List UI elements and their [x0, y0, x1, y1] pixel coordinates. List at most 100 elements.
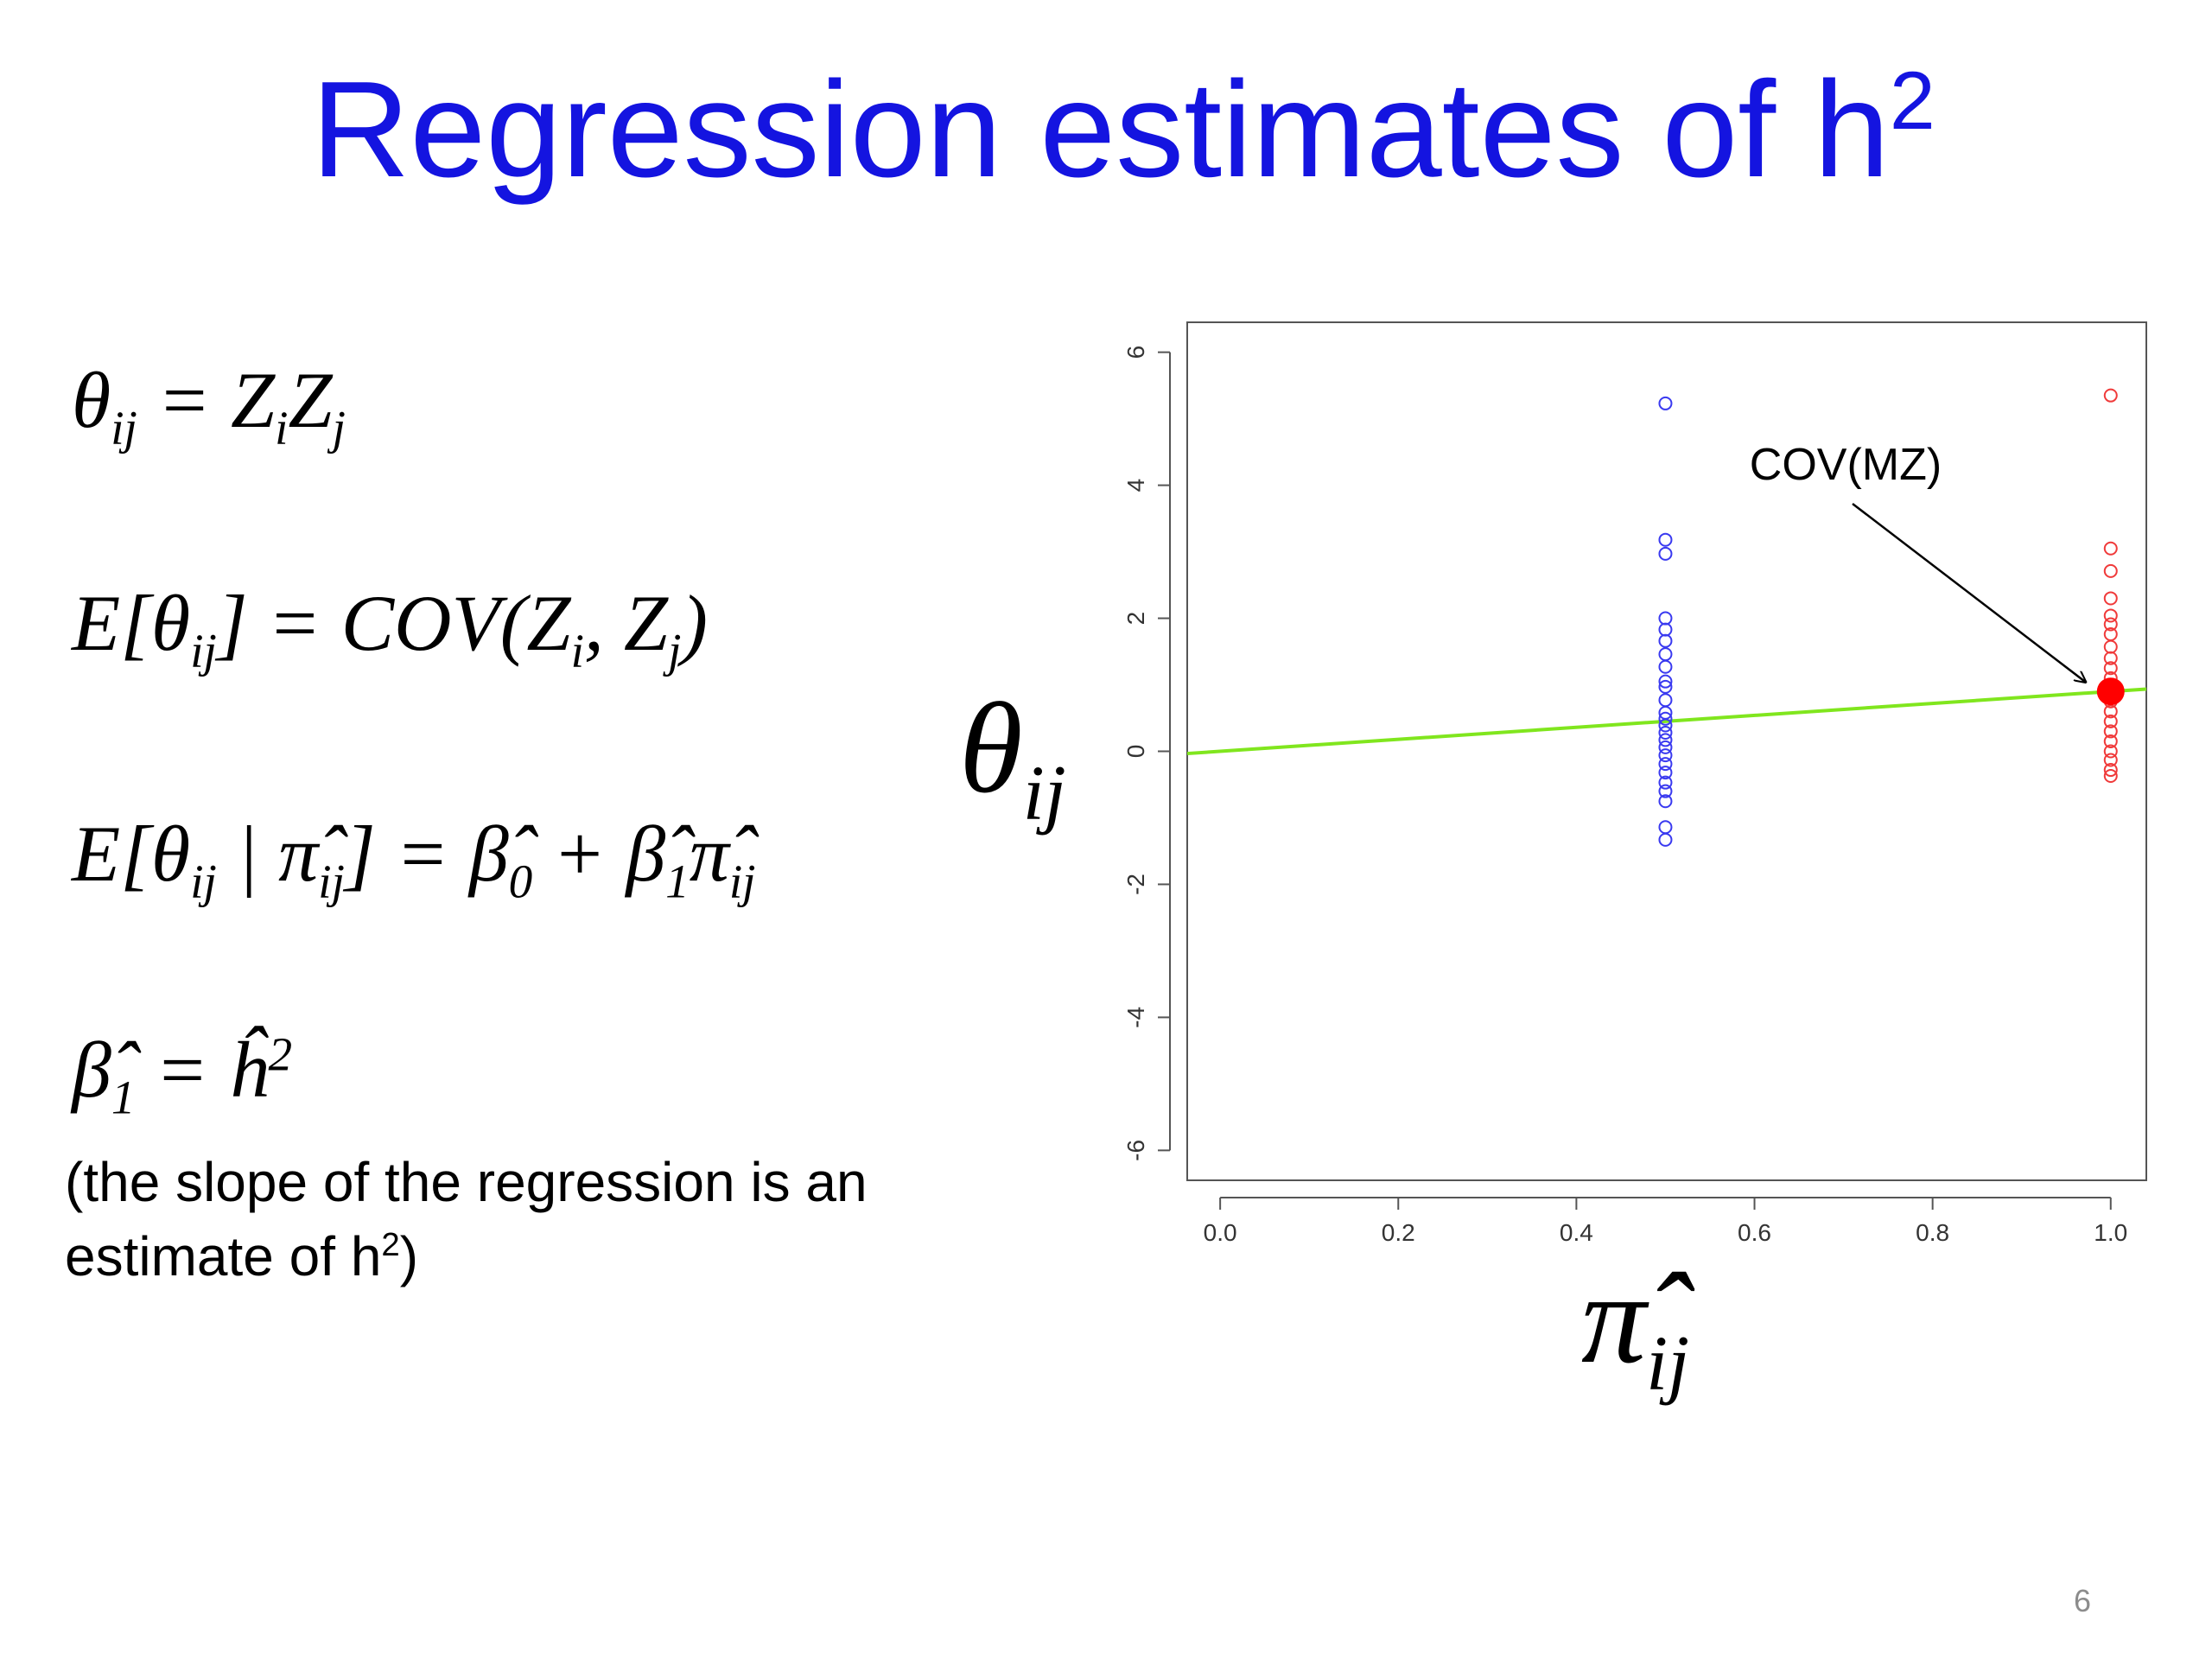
y-tick-label: 2 [1122, 612, 1149, 626]
x-tick-label: 1.0 [2094, 1219, 2127, 1246]
text-run: | π̂ [216, 810, 319, 898]
data-point [2103, 744, 2118, 759]
text-run: ) [399, 1225, 419, 1287]
subscript: 1 [665, 855, 690, 908]
text-run: β̂ [72, 1026, 111, 1114]
note: (the slope of the regression is an estim… [65, 1145, 929, 1294]
data-point [2103, 541, 2118, 556]
x-tick-label: 0.8 [1916, 1219, 1949, 1246]
page-number: 6 [2074, 1583, 2092, 1618]
subscript: i [275, 401, 289, 454]
data-point [1658, 532, 1673, 547]
data-point [2103, 734, 2118, 748]
equation: E[θij | π̂ij] = β̂0 + β̂1π̂ij [72, 808, 756, 905]
x-tick-label: 0.6 [1738, 1219, 1771, 1246]
x-tick-label: 0.0 [1204, 1219, 1237, 1246]
y-tick-label: -2 [1122, 874, 1149, 895]
x-tick-label: 0.4 [1560, 1219, 1593, 1246]
data-point [1658, 693, 1673, 708]
data-point [2103, 704, 2118, 719]
text-run: E[θ [72, 810, 191, 898]
data-point [1658, 757, 1673, 772]
equation: θij = ZiZj [72, 354, 346, 451]
data-point [1658, 794, 1673, 809]
data-point [2103, 608, 2118, 623]
data-point [2103, 651, 2118, 665]
data-point [1658, 546, 1673, 561]
data-point [2103, 753, 2118, 767]
text-run: ] = COV(Z [216, 579, 571, 667]
data-point [1658, 711, 1673, 726]
subscript: ij [728, 855, 756, 908]
text-run: (the slope of the regression is an estim… [65, 1151, 868, 1287]
text-run: = ĥ [135, 1026, 269, 1114]
text-run: + β̂ [532, 810, 666, 898]
text-run: ] = β̂ [344, 810, 509, 898]
x-axis-label: π̂ij [1581, 1244, 1689, 1402]
data-point [2103, 661, 2118, 676]
data-point [1658, 622, 1673, 637]
superscript: 2 [381, 1225, 400, 1263]
data-point [1658, 718, 1673, 733]
data-point [1658, 733, 1673, 747]
subscript: ij [190, 624, 217, 677]
data-point [1658, 611, 1673, 626]
subscript: 1 [111, 1071, 136, 1124]
text-run: θ [72, 356, 111, 444]
y-tick-label: -6 [1122, 1140, 1149, 1161]
data-point [1658, 679, 1673, 694]
y-axis-label: θij [959, 674, 1066, 832]
data-point [1658, 674, 1673, 689]
x-tick-label: 0.2 [1382, 1219, 1415, 1246]
data-point [1658, 740, 1673, 754]
data-point [1658, 725, 1673, 740]
subscript: j [668, 624, 682, 677]
data-point [1658, 766, 1673, 780]
highlight-point [2096, 677, 2125, 706]
data-point [1658, 633, 1673, 648]
data-point [1658, 832, 1673, 847]
data-point [1658, 820, 1673, 835]
y-tick-label: -4 [1122, 1007, 1149, 1028]
text-run: π̂ [1581, 1247, 1647, 1390]
superscript: 2 [268, 1027, 293, 1081]
text-run: ) [681, 579, 709, 667]
data-point [2103, 563, 2118, 578]
superscript: 2 [1889, 55, 1936, 147]
data-point [2103, 763, 2118, 778]
text-run: , Z [583, 579, 669, 667]
subscript: ij [1646, 1320, 1690, 1407]
annotation: COV(MZ) [1750, 440, 1942, 490]
subscript: ij [318, 855, 345, 908]
plot-frame [1186, 321, 2147, 1181]
data-point [1658, 659, 1673, 674]
y-tick-label: 0 [1122, 745, 1149, 759]
data-point [2103, 639, 2118, 654]
subscript: ij [111, 401, 137, 454]
text-run: π̂ [689, 810, 729, 898]
data-point [2103, 714, 2118, 728]
data-point [2103, 724, 2118, 739]
subscript: ij [190, 855, 217, 908]
text-run: E[θ [72, 579, 191, 667]
text-run: Regression estimates of h [311, 54, 1890, 206]
data-point [1658, 784, 1673, 798]
annotation-arrow [1852, 503, 2087, 683]
data-point [1658, 647, 1673, 662]
y-tick-label: 4 [1122, 479, 1149, 493]
data-point [2103, 591, 2118, 606]
subscript: 0 [508, 855, 533, 908]
data-point [2103, 388, 2118, 403]
data-point [2103, 768, 2118, 783]
data-point [2103, 617, 2118, 632]
y-tick-label: 6 [1122, 346, 1149, 359]
text-run: θ [959, 677, 1023, 820]
equation: E[θij] = COV(Zi, Zj) [72, 577, 709, 674]
data-point [1658, 748, 1673, 763]
data-point [1658, 396, 1673, 410]
text-run: = Z [137, 356, 276, 444]
data-point [1658, 775, 1673, 790]
regression-line [1186, 687, 2147, 756]
